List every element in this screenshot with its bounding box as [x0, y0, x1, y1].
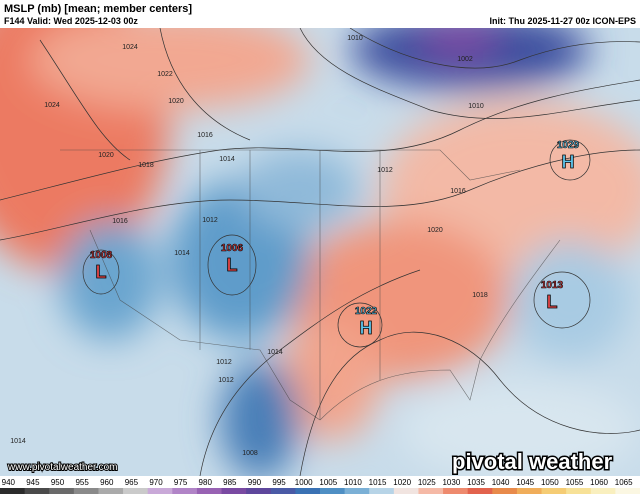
isobar-label: 1016 — [197, 132, 213, 139]
isobar-labels: 1024 1022 1020 1016 1024 1020 1018 1016 … — [10, 35, 488, 457]
colorbar-swatch — [492, 488, 518, 494]
center-letter: H — [360, 318, 373, 338]
colorbar-label: 1060 — [590, 478, 608, 487]
isobar-label: 1002 — [457, 56, 473, 63]
colorbar: 940 945 950 955 960 965 970 975 980 985 990 995 1000… — [0, 478, 640, 494]
colorbar-label: 940 — [2, 478, 16, 487]
center-letter: L — [227, 255, 238, 275]
colorbar-swatch — [615, 488, 640, 494]
header-bg — [0, 0, 640, 28]
colorbar-swatch — [295, 488, 321, 494]
colorbar-label: 1045 — [516, 478, 534, 487]
center-letter: L — [547, 292, 558, 312]
colorbar-swatch — [24, 488, 50, 494]
colorbar-swatch — [49, 488, 75, 494]
isobar-label: 1018 — [138, 162, 154, 169]
colorbar-label: 1055 — [566, 478, 584, 487]
colorbar-label: 1050 — [541, 478, 559, 487]
isobar-label: 1024 — [44, 102, 60, 109]
colorbar-label: 1000 — [295, 478, 313, 487]
init-time: Init: Thu 2025-11-27 00z ICON-EPS — [489, 16, 636, 26]
isobar-label: 1020 — [98, 152, 114, 159]
isobar-label: 1014 — [267, 349, 283, 356]
isobar-label: 1012 — [216, 359, 232, 366]
website: www.pivotalweather.com — [7, 462, 118, 473]
logo: pivotal weather — [452, 449, 613, 474]
colorbar-swatch — [221, 488, 247, 494]
colorbar-label: 960 — [100, 478, 114, 487]
colorbar-label: 1005 — [319, 478, 337, 487]
colorbar-swatch — [98, 488, 124, 494]
isobar-label: 1014 — [219, 156, 235, 163]
colorbar-label: 1040 — [492, 478, 510, 487]
colorbar-swatch — [566, 488, 592, 494]
isobar-label: 1016 — [450, 188, 466, 195]
colorbar-label: 1010 — [344, 478, 362, 487]
colorbar-label: 1065 — [615, 478, 633, 487]
colorbar-label: 1035 — [467, 478, 485, 487]
isobar-label: 1014 — [174, 250, 190, 257]
colorbar-label: 945 — [26, 478, 40, 487]
colorbar-swatch — [344, 488, 370, 494]
isobar-label: 1012 — [377, 167, 393, 174]
isobar-label: 1016 — [112, 218, 128, 225]
colorbar-swatch — [369, 488, 395, 494]
colorbar-label: 980 — [199, 478, 213, 487]
colorbar-swatch — [320, 488, 346, 494]
colorbar-swatch — [443, 488, 469, 494]
center-value: 1006 — [221, 243, 244, 254]
colorbar-swatch — [0, 488, 26, 494]
colorbar-swatch — [196, 488, 223, 494]
borders — [60, 149, 561, 421]
isobar-label: 1018 — [472, 292, 488, 299]
isobar-label: 1008 — [242, 450, 258, 457]
colorbar-label: 995 — [272, 478, 286, 487]
colorbar-swatch — [541, 488, 567, 494]
colorbar-swatch — [172, 488, 198, 494]
colorbar-swatch — [73, 488, 99, 494]
colorbar-swatch — [270, 488, 296, 494]
title: MSLP (mb) [mean; member centers] — [4, 3, 192, 15]
colorbar-label: 975 — [174, 478, 188, 487]
colorbar-label: 955 — [75, 478, 89, 487]
colorbar-label: 1015 — [369, 478, 387, 487]
colorbar-label: 1020 — [393, 478, 411, 487]
colorbar-swatch — [418, 488, 444, 494]
isobars — [0, 28, 640, 476]
colorbar-swatch — [467, 488, 493, 494]
colorbar-swatch — [590, 488, 616, 494]
isobar-label: 1012 — [218, 377, 234, 384]
center-value: 1029 — [557, 140, 580, 151]
isobar-label: 1020 — [427, 227, 443, 234]
isobar-label: 1020 — [168, 98, 184, 105]
center-letter: H — [562, 152, 575, 172]
colorbar-label: 970 — [149, 478, 163, 487]
isobar-label: 1010 — [347, 35, 363, 42]
colorbar-label: 950 — [51, 478, 65, 487]
colorbar-label: 1025 — [418, 478, 436, 487]
isobar-label: 1022 — [157, 71, 173, 78]
isobar-label: 1012 — [202, 217, 218, 224]
center-letter: L — [96, 262, 107, 282]
center-value: 1022 — [355, 306, 378, 317]
colorbar-swatch — [246, 488, 272, 494]
colorbar-label: 985 — [223, 478, 237, 487]
center-value: 1008 — [90, 250, 113, 261]
isobar-label: 1010 — [468, 103, 484, 110]
pressure-field: 1024 1022 1020 1016 1024 1020 1018 1016 … — [0, 28, 640, 476]
center-value: 1013 — [541, 280, 564, 291]
colorbar-label: 965 — [125, 478, 139, 487]
isobar-label: 1024 — [122, 44, 138, 51]
colorbar-swatch — [393, 488, 419, 494]
colorbar-label: 990 — [248, 478, 262, 487]
colorbar-swatch — [147, 488, 173, 494]
isobar-label: 1014 — [10, 438, 26, 445]
valid-time: F144 Valid: Wed 2025-12-03 00z — [4, 16, 138, 26]
colorbar-swatch — [516, 488, 543, 494]
colorbar-label: 1030 — [442, 478, 460, 487]
colorbar-swatch — [123, 488, 149, 494]
